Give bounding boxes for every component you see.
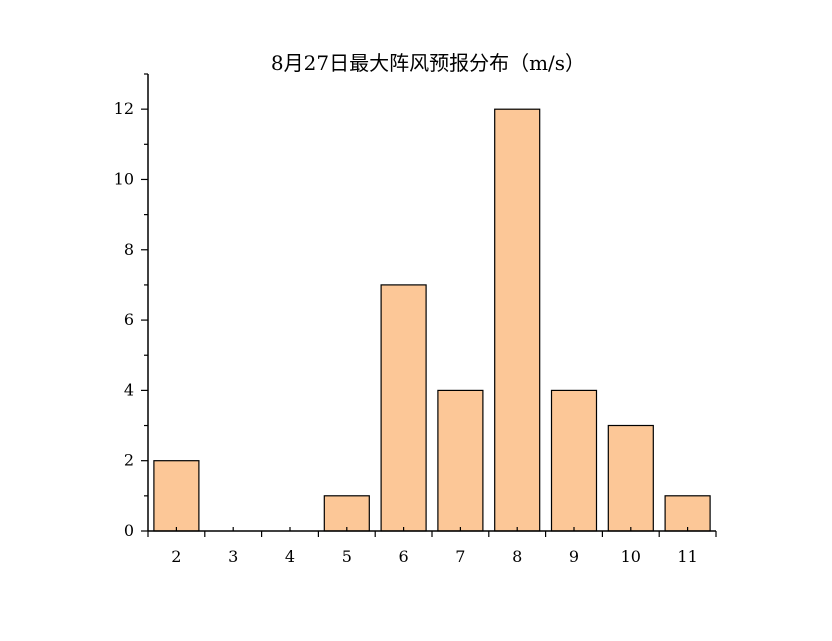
bar-6: [380, 284, 427, 532]
x-axis-ticks: 2 3 4 5 6 7 8 9 10 11: [147, 527, 717, 566]
x-tick-label: 7: [455, 547, 465, 566]
x-tick-label: 11: [677, 547, 697, 566]
bar-9: [550, 389, 598, 532]
x-tick-label: 6: [399, 547, 409, 566]
y-tick-label: 10: [114, 169, 134, 188]
x-tick-label: 4: [285, 547, 295, 566]
y-tick-label: 8: [124, 240, 134, 259]
y-tick-label: 6: [124, 310, 134, 329]
x-tick-label: 8: [512, 547, 522, 566]
chart-title: 8月27日最大阵风预报分布（m/s）: [271, 51, 585, 75]
bar-11: [664, 495, 711, 532]
bar-10: [607, 424, 654, 532]
bar-2: [153, 460, 200, 532]
bar-7: [437, 389, 484, 532]
x-tick-label: 9: [569, 547, 579, 566]
bar-5: [323, 495, 370, 532]
y-tick-label: 2: [124, 451, 134, 470]
x-tick-label: 3: [228, 547, 238, 566]
y-tick-label: 0: [124, 521, 134, 540]
bar-8: [494, 108, 541, 532]
x-tick-label: 5: [342, 547, 352, 566]
x-tick-label: 10: [621, 547, 641, 566]
y-axis-ticks: 0 2 4 6 8 10 12: [114, 73, 148, 540]
y-tick-label: 12: [114, 99, 134, 118]
x-tick-label: 2: [171, 547, 181, 566]
bars-group: [153, 108, 711, 532]
y-tick-label: 4: [124, 380, 134, 399]
